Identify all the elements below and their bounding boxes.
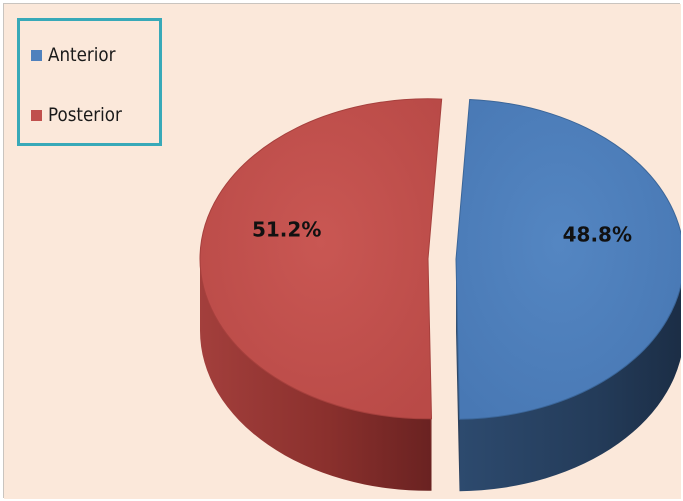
pie-slice-posterior [199,98,443,420]
slice-label-anterior: 48.8% [563,222,632,246]
pie-slice-anterior [455,98,681,420]
legend-swatch-anterior [31,49,42,61]
legend-label-posterior: Posterior [48,104,122,126]
pie-slices [199,98,681,492]
pie-chart: 48.8% 51.2% [4,4,681,499]
pie-labels: 48.8% 51.2% [252,218,632,247]
legend-item-posterior: Posterior [31,100,132,130]
pie-slice-side-anterior [459,285,681,492]
legend: Anterior Posterior [17,18,162,146]
chart-frame: 48.8% 51.2% Anterior Posterior [3,3,681,499]
legend-item-anterior: Anterior [31,40,125,70]
legend-swatch-posterior [31,109,42,121]
pie-slice-side-posterior [200,258,432,491]
slice-label-posterior: 51.2% [252,218,321,242]
legend-label-anterior: Anterior [48,44,116,66]
